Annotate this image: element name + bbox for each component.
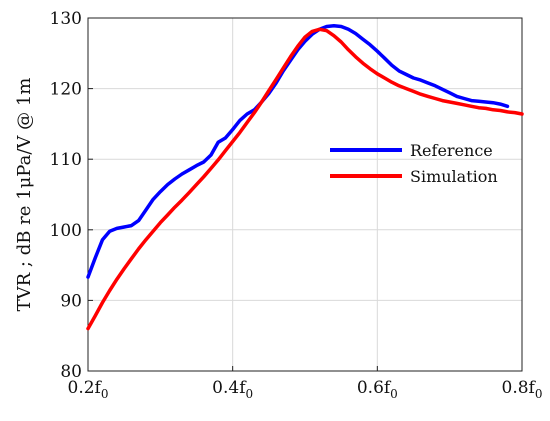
- y-tick-label: 110: [50, 150, 82, 170]
- series-lines: [86, 24, 524, 331]
- x-tick-label: 0.6f0: [357, 378, 398, 401]
- grid-lines: [88, 18, 522, 371]
- y-axis-label: TVR ; dB re 1μPa/V @ 1m: [14, 78, 35, 312]
- axis-ticks: 0.2f0 0.4f0 0.6f0 0.8f0 80 90 100 110 120 130: [50, 9, 543, 401]
- y-tick-label: 120: [50, 80, 82, 100]
- x-tick-label: 0.2f0: [68, 378, 109, 401]
- legend-label-simulation: Simulation: [410, 167, 498, 186]
- plot-frame: [87, 17, 523, 372]
- legend: Reference Simulation: [330, 141, 498, 186]
- y-tick-label: 80: [60, 362, 82, 382]
- legend-label-reference: Reference: [410, 141, 493, 160]
- y-tick-label: 130: [50, 9, 82, 29]
- y-tick-label: 100: [50, 221, 82, 241]
- y-tick-label: 90: [60, 291, 82, 311]
- x-tick-label: 0.8f0: [502, 378, 543, 401]
- series-line-simulation: [86, 27, 524, 331]
- x-tick-label: 0.4f0: [212, 378, 253, 401]
- series-line-reference: [86, 24, 510, 279]
